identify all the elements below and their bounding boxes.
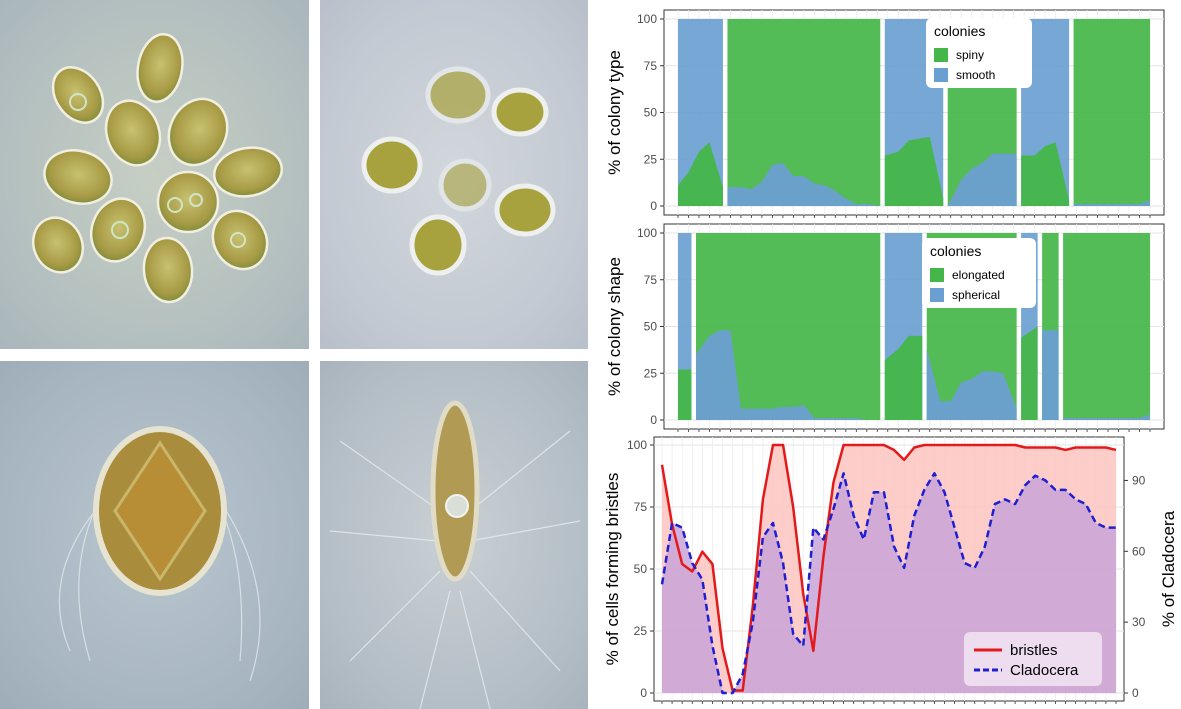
bristles-cladocera-chart: 0 30 60 90 % of Cladocera 0 25 50 75 100 % of cell… <box>603 436 1178 704</box>
legend: colonies spiny smooth <box>926 18 1032 88</box>
legend-box <box>964 632 1102 686</box>
legend-label-smooth: smooth <box>956 68 995 82</box>
elongated-cell-image <box>329 400 581 709</box>
legend-box <box>922 238 1036 308</box>
area-elongated-segment <box>1021 326 1038 420</box>
tick-label: 50 <box>644 106 658 120</box>
legend-label-spherical: spherical <box>952 288 1000 302</box>
tick-label: 50 <box>634 562 648 576</box>
tick-label: 0 <box>650 413 657 427</box>
area-elongated-segment <box>1063 233 1150 420</box>
area-spiny-segment <box>727 19 881 206</box>
tick-label: 25 <box>634 624 648 638</box>
colony-shape-chart: 0 25 50 75 100 % of colony shape colonies elong… <box>605 223 1165 432</box>
legend-swatch-spherical <box>930 288 944 302</box>
photo-spherical-cell <box>0 361 309 709</box>
legend-label-bristles: bristles <box>1010 642 1058 659</box>
y-axis-title: % of colony type <box>605 50 624 175</box>
legend-label-elongated: elongated <box>952 268 1005 282</box>
tick-label: 75 <box>644 273 658 287</box>
area-spiny-segment <box>1073 19 1150 206</box>
line-cladocera <box>660 472 1116 695</box>
legend-swatch-smooth <box>934 68 948 82</box>
spherical-cell-image <box>58 426 261 682</box>
area-spherical-segment <box>1042 330 1059 420</box>
tick-label-right: 60 <box>1132 544 1146 558</box>
tick-label-right: 30 <box>1132 615 1146 629</box>
legend: bristles Cladocera <box>964 632 1102 686</box>
y-axis-title-right: % of Cladocera <box>1159 510 1178 627</box>
tick-label: 100 <box>627 438 647 452</box>
legend: colonies elongated spherical <box>922 238 1036 308</box>
legend-swatch-elongated <box>930 268 944 282</box>
photo-spiny-colony <box>0 0 309 349</box>
area-spiny-segment <box>678 142 723 206</box>
tick-label: 0 <box>640 686 647 700</box>
y-axis-title: % of cells forming bristles <box>603 473 622 666</box>
spiny-colony-image <box>31 33 283 304</box>
area-elongated-segment <box>678 369 692 420</box>
colony-type-chart: 0 25 50 75 100 % of colony type colonies spiny s… <box>605 9 1165 218</box>
area-spherical-segment <box>926 348 1017 420</box>
area-spherical-segment <box>1063 414 1150 420</box>
y-axis-title: % of colony shape <box>605 257 624 396</box>
legend-swatch-spiny <box>934 48 948 62</box>
tick-label: 25 <box>644 366 658 380</box>
legend-title: colonies <box>930 243 981 259</box>
photo-elongated-cell <box>320 361 588 709</box>
charts-svg: 0 25 50 75 100 % of colony type colonies spiny s… <box>603 9 1178 704</box>
photo-smooth-colony <box>320 0 588 349</box>
area-spiny-segment <box>1021 142 1070 206</box>
charts-panel: 0 25 50 75 100 % of colony type colonies spiny s… <box>596 0 1181 709</box>
legend-label-spiny: spiny <box>956 48 984 62</box>
legend-title: colonies <box>934 23 985 39</box>
tick-label-right: 90 <box>1132 473 1146 487</box>
legend-box <box>926 18 1032 88</box>
area-smooth-segment <box>727 162 881 206</box>
tick-label-right: 0 <box>1132 686 1139 700</box>
line-bristles <box>660 443 1117 692</box>
tick-label: 100 <box>637 12 657 26</box>
tick-label: 25 <box>644 152 658 166</box>
tick-label: 75 <box>644 59 658 73</box>
smooth-colony-image <box>361 66 556 276</box>
area-smooth-segment <box>1073 200 1150 206</box>
area-elongated-segment <box>884 335 923 420</box>
tick-label: 50 <box>644 320 658 334</box>
tick-label: 0 <box>650 199 657 213</box>
legend-label-cladocera: Cladocera <box>1010 662 1079 679</box>
area-spherical-segment <box>695 330 881 420</box>
tick-label: 75 <box>634 500 648 514</box>
area-smooth-segment <box>947 153 1017 206</box>
area-spiny-segment <box>884 136 944 206</box>
tick-label: 100 <box>637 226 657 240</box>
